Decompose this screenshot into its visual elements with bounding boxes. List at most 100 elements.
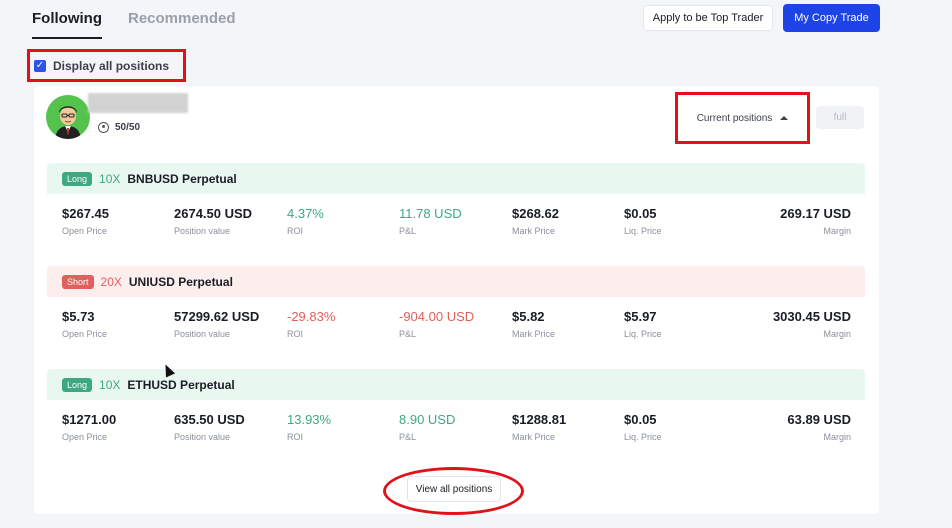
open-price: $267.45 Open Price: [62, 206, 109, 236]
margin-label: Margin: [823, 329, 851, 339]
avatar-character-icon: [55, 106, 81, 139]
mark-price-label: Mark Price: [512, 329, 556, 339]
tab-following[interactable]: Following: [32, 10, 102, 39]
full-button[interactable]: full: [816, 106, 864, 129]
mark-price-value: $5.82: [512, 309, 545, 324]
pnl: 8.90 USD P&L: [399, 412, 455, 442]
apply-top-trader-button[interactable]: Apply to be Top Trader: [643, 5, 773, 31]
pnl: 11.78 USD P&L: [399, 206, 462, 236]
pnl-label: P&L: [399, 329, 417, 339]
pnl-value: -904.00 USD: [399, 309, 475, 324]
display-all-label: Display all positions: [53, 58, 170, 73]
liq-price: $5.97 Liq. Price: [624, 309, 662, 339]
position-card: Long 10X BNBUSD Perpetual $267.45 Open P…: [47, 163, 865, 266]
user-icon: [98, 122, 109, 133]
mark-price: $1288.81 Mark Price: [512, 412, 566, 442]
position-value-label: Position value: [174, 329, 231, 339]
open-price-value: $267.45: [62, 206, 109, 221]
roi: 13.93% ROI: [287, 412, 331, 442]
roi-label: ROI: [287, 226, 304, 236]
leverage: 20X: [100, 274, 122, 289]
position-value-label: Position value: [174, 226, 231, 236]
view-all-positions-button[interactable]: View all positions: [407, 476, 501, 502]
margin-label: Margin: [823, 432, 851, 442]
position-value-value: 57299.62 USD: [174, 309, 260, 324]
roi-value: 4.37%: [287, 206, 324, 221]
liq-price-label: Liq. Price: [624, 432, 662, 442]
caret-up-icon: [780, 116, 789, 120]
pnl-label: P&L: [399, 226, 417, 236]
open-price-label: Open Price: [62, 329, 108, 339]
position-metrics: $1271.00 Open Price 635.50 USD Position …: [47, 400, 865, 472]
position-value: 2674.50 USD Position value: [174, 206, 252, 236]
position-header: Long 10X BNBUSD Perpetual: [47, 163, 865, 194]
liq-price-value: $0.05: [624, 206, 657, 221]
open-price: $1271.00 Open Price: [62, 412, 116, 442]
position-card: Short 20X UNIUSD Perpetual $5.73 Open Pr…: [47, 266, 865, 369]
liq-price-value: $0.05: [624, 412, 657, 427]
margin-value: 3030.45 USD: [772, 309, 851, 324]
symbol: BNBUSD Perpetual: [127, 171, 237, 186]
tab-recommended[interactable]: Recommended: [127, 10, 236, 27]
current-positions-label: Current positions: [696, 112, 773, 124]
mark-price: $268.62 Mark Price: [512, 206, 559, 236]
symbol: ETHUSD Perpetual: [127, 377, 235, 392]
margin-value: 63.89 USD: [787, 412, 851, 427]
position-metrics: $267.45 Open Price 2674.50 USD Position …: [47, 194, 865, 266]
position-header: Short 20X UNIUSD Perpetual: [47, 266, 865, 297]
leverage: 10X: [99, 171, 121, 186]
roi: 4.37% ROI: [287, 206, 324, 236]
margin: 269.17 USD Margin: [780, 206, 851, 236]
follower-count: 50/50: [115, 122, 141, 133]
trader-panel: 50/50 Current positions full Long 10X BN…: [34, 86, 879, 515]
pnl: -904.00 USD P&L: [399, 309, 474, 339]
mark-price-label: Mark Price: [512, 226, 556, 236]
side-badge: Long: [62, 377, 93, 392]
liq-price-label: Liq. Price: [624, 329, 662, 339]
leverage: 10X: [99, 377, 121, 392]
position-metrics: $5.73 Open Price 57299.62 USD Position v…: [47, 297, 865, 369]
position-value: 57299.62 USD Position value: [174, 309, 259, 339]
roi-label: ROI: [287, 329, 304, 339]
mark-price-value: $268.62: [512, 206, 559, 221]
open-price-value: $1271.00: [62, 412, 117, 427]
follower-info: 50/50: [98, 122, 140, 133]
open-price-label: Open Price: [62, 432, 108, 442]
pnl-label: P&L: [399, 432, 417, 442]
position-value-label: Position value: [174, 432, 231, 442]
position-value: 635.50 USD Position value: [174, 412, 245, 442]
tab-bar: Following Recommended: [32, 10, 236, 39]
roi: -29.83% ROI: [287, 309, 335, 339]
roi-value: 13.93%: [287, 412, 332, 427]
checkbox-checked-icon[interactable]: ✓: [34, 59, 46, 72]
side-badge: Long: [62, 171, 93, 186]
margin-label: Margin: [823, 226, 851, 236]
liq-price-value: $5.97: [624, 309, 657, 324]
open-price-label: Open Price: [62, 226, 108, 236]
position-header: Long 10X ETHUSD Perpetual: [47, 369, 865, 400]
mark-price-value: $1288.81: [512, 412, 567, 427]
current-positions-dropdown[interactable]: Current positions: [675, 92, 810, 144]
mark-price-label: Mark Price: [512, 432, 556, 442]
display-all-positions-toggle[interactable]: ✓ Display all positions: [27, 49, 186, 82]
pnl-value: 11.78 USD: [399, 206, 462, 221]
my-copy-trade-button[interactable]: My Copy Trade: [783, 4, 880, 32]
trader-avatar[interactable]: [46, 95, 90, 139]
position-card: Long 10X ETHUSD Perpetual $1271.00 Open …: [47, 369, 865, 472]
trader-name-redacted: [88, 93, 188, 113]
view-all-highlight: [383, 467, 524, 515]
margin: 63.89 USD Margin: [787, 412, 851, 442]
margin-value: 269.17 USD: [780, 206, 851, 221]
roi-label: ROI: [287, 432, 304, 442]
margin: 3030.45 USD Margin: [773, 309, 851, 339]
open-price: $5.73 Open Price: [62, 309, 107, 339]
symbol: UNIUSD Perpetual: [128, 274, 233, 289]
liq-price-label: Liq. Price: [624, 226, 662, 236]
roi-value: -29.83%: [287, 309, 336, 324]
pnl-value: 8.90 USD: [399, 412, 456, 427]
liq-price: $0.05 Liq. Price: [624, 412, 662, 442]
liq-price: $0.05 Liq. Price: [624, 206, 662, 236]
open-price-value: $5.73: [62, 309, 95, 324]
position-value-value: 2674.50 USD: [174, 206, 253, 221]
position-value-value: 635.50 USD: [174, 412, 245, 427]
